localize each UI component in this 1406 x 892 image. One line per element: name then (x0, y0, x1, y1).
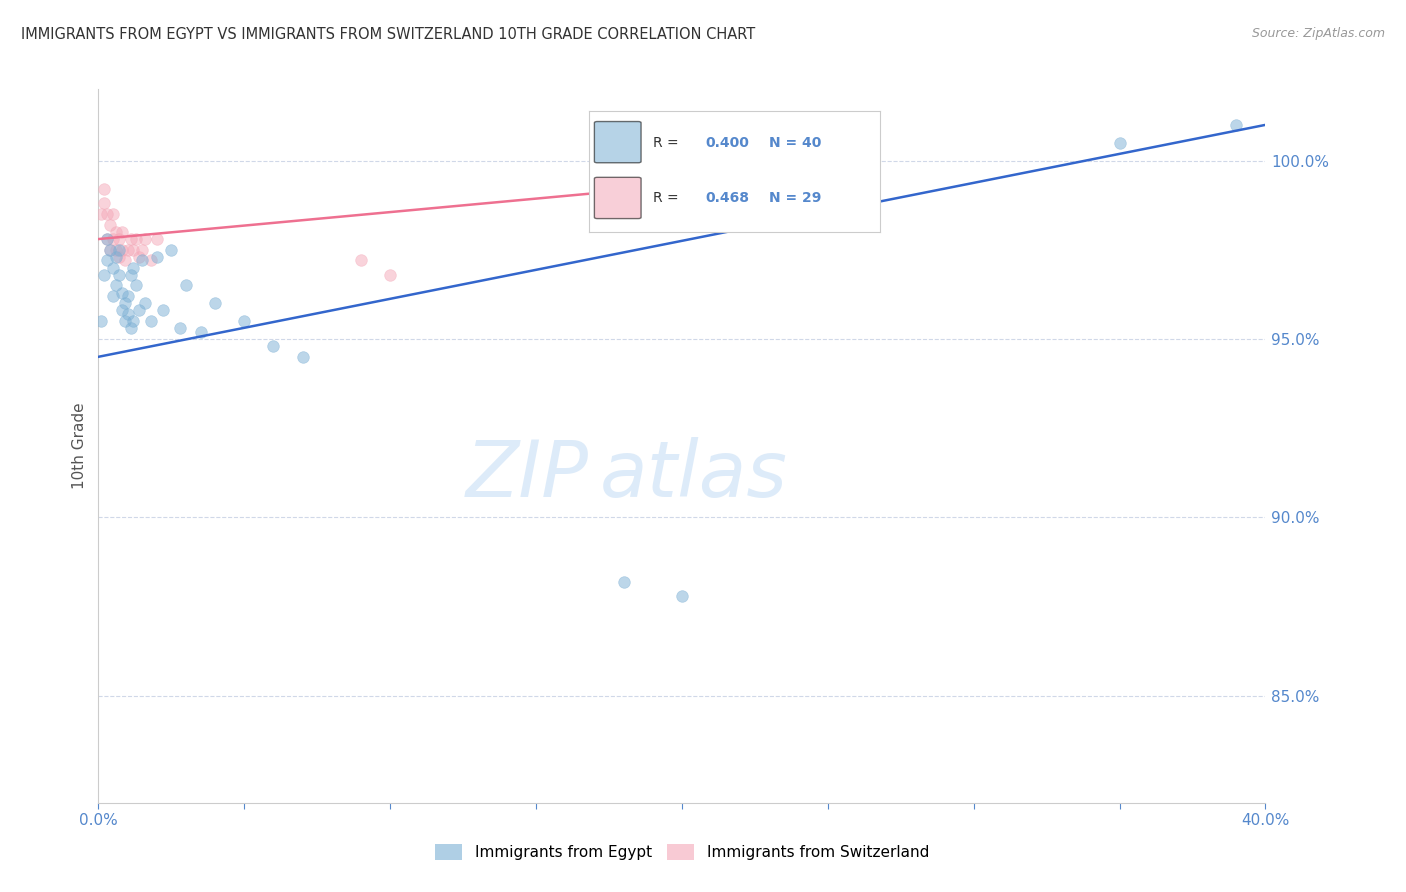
Point (117, 307, 139, 321)
Point (612, 574, 634, 589)
Point (134, 296, 156, 310)
Point (93, 268, 115, 282)
Y-axis label: 10th Grade: 10th Grade (72, 402, 87, 490)
Point (98, 243, 121, 257)
Point (131, 243, 153, 257)
Point (101, 289, 124, 303)
Point (204, 296, 226, 310)
Point (122, 314, 145, 328)
Point (190, 325, 212, 339)
Point (291, 350, 314, 364)
Point (120, 321, 142, 335)
Point (111, 243, 134, 257)
Point (146, 232, 169, 246)
Point (101, 207, 124, 221)
Point (146, 250, 169, 264)
Point (111, 303, 134, 318)
Point (139, 253, 162, 268)
Point (96, 253, 118, 268)
Point (1108, 136, 1130, 150)
Point (122, 260, 145, 275)
Point (152, 303, 174, 318)
Point (101, 260, 124, 275)
Point (111, 225, 134, 239)
Point (111, 285, 134, 300)
Point (104, 250, 127, 264)
Point (114, 253, 136, 268)
Point (108, 250, 131, 264)
Point (101, 232, 124, 246)
Text: Source: ZipAtlas.com: Source: ZipAtlas.com (1251, 27, 1385, 40)
Point (671, 589, 693, 603)
Point (96, 207, 118, 221)
Point (125, 278, 148, 293)
Point (117, 289, 139, 303)
Point (134, 232, 156, 246)
Point (131, 253, 153, 268)
Point (98, 218, 121, 232)
Point (96, 232, 118, 246)
Point (93, 196, 115, 211)
Text: ZIP: ZIP (465, 436, 589, 513)
Point (671, 207, 693, 221)
Point (104, 225, 127, 239)
Point (233, 314, 256, 328)
Point (104, 243, 127, 257)
Point (93, 182, 115, 196)
Point (90, 314, 112, 328)
Point (174, 278, 197, 293)
Point (122, 243, 145, 257)
Point (98, 243, 121, 257)
Point (114, 314, 136, 328)
Point (114, 296, 136, 310)
Point (378, 268, 402, 282)
Point (262, 339, 284, 353)
Point (1225, 118, 1247, 132)
Text: IMMIGRANTS FROM EGYPT VS IMMIGRANTS FROM SWITZERLAND 10TH GRADE CORRELATION CHAR: IMMIGRANTS FROM EGYPT VS IMMIGRANTS FROM… (21, 27, 755, 42)
Point (117, 243, 139, 257)
Point (139, 314, 162, 328)
Point (120, 232, 142, 246)
Point (96, 232, 118, 246)
Text: atlas: atlas (600, 436, 789, 513)
Point (108, 232, 131, 246)
Point (125, 232, 148, 246)
Point (728, 182, 751, 196)
Point (160, 243, 183, 257)
Point (108, 268, 131, 282)
Point (108, 243, 131, 257)
Point (128, 250, 150, 264)
Point (104, 278, 127, 293)
Point (120, 268, 142, 282)
Legend: Immigrants from Egypt, Immigrants from Switzerland: Immigrants from Egypt, Immigrants from S… (429, 838, 935, 866)
Point (169, 321, 191, 335)
Point (128, 303, 150, 318)
Point (350, 253, 373, 268)
Point (90, 207, 112, 221)
